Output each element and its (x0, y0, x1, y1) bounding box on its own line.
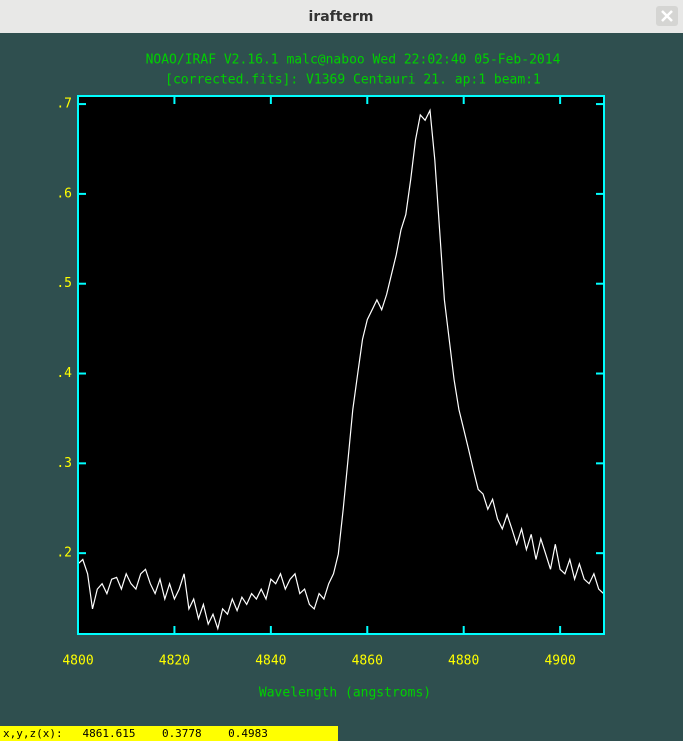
chart-subtitle: [corrected.fits]: V1369 Centauri 21. ap:… (165, 73, 541, 88)
y-tick-label: .2 (56, 546, 72, 561)
x-axis-label: Wavelength (angstroms) (259, 686, 431, 701)
x-tick-label: 4900 (544, 654, 575, 669)
x-tick-label: 4880 (448, 654, 479, 669)
y-tick-label: .5 (56, 276, 72, 291)
spectrum-line (77, 108, 604, 631)
y-tick-label: .6 (56, 186, 72, 201)
x-tick-label: 4860 (352, 654, 383, 669)
y-tick-label: .4 (56, 366, 72, 381)
title-bar (0, 0, 683, 33)
x-tick-label: 4800 (62, 654, 93, 669)
chart-title: NOAO/IRAF V2.16.1 malc@naboo Wed 22:02:4… (146, 53, 561, 68)
x-tick-label: 4840 (255, 654, 286, 669)
status-bar (0, 726, 338, 741)
window-title: irafterm (309, 9, 374, 25)
x-tick-label: 4820 (159, 654, 190, 669)
close-button[interactable] (656, 6, 678, 26)
plot-area (78, 96, 604, 634)
axes-frame (77, 95, 605, 635)
y-tick-label: .7 (56, 97, 72, 112)
status-text: x,y,z(x): 4861.615 0.3778 0.4983 (3, 727, 268, 740)
y-tick-label: .3 (56, 456, 72, 471)
